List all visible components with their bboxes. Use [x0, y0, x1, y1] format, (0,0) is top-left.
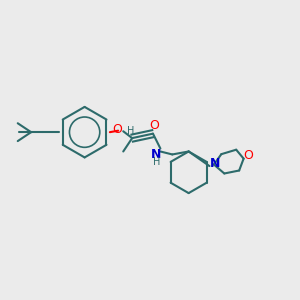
- Text: O: O: [243, 149, 253, 162]
- Text: H: H: [153, 157, 160, 167]
- Text: O: O: [149, 119, 159, 132]
- Text: N: N: [210, 157, 220, 169]
- Text: N: N: [151, 148, 161, 161]
- Text: H: H: [127, 126, 134, 136]
- Text: O: O: [112, 123, 122, 136]
